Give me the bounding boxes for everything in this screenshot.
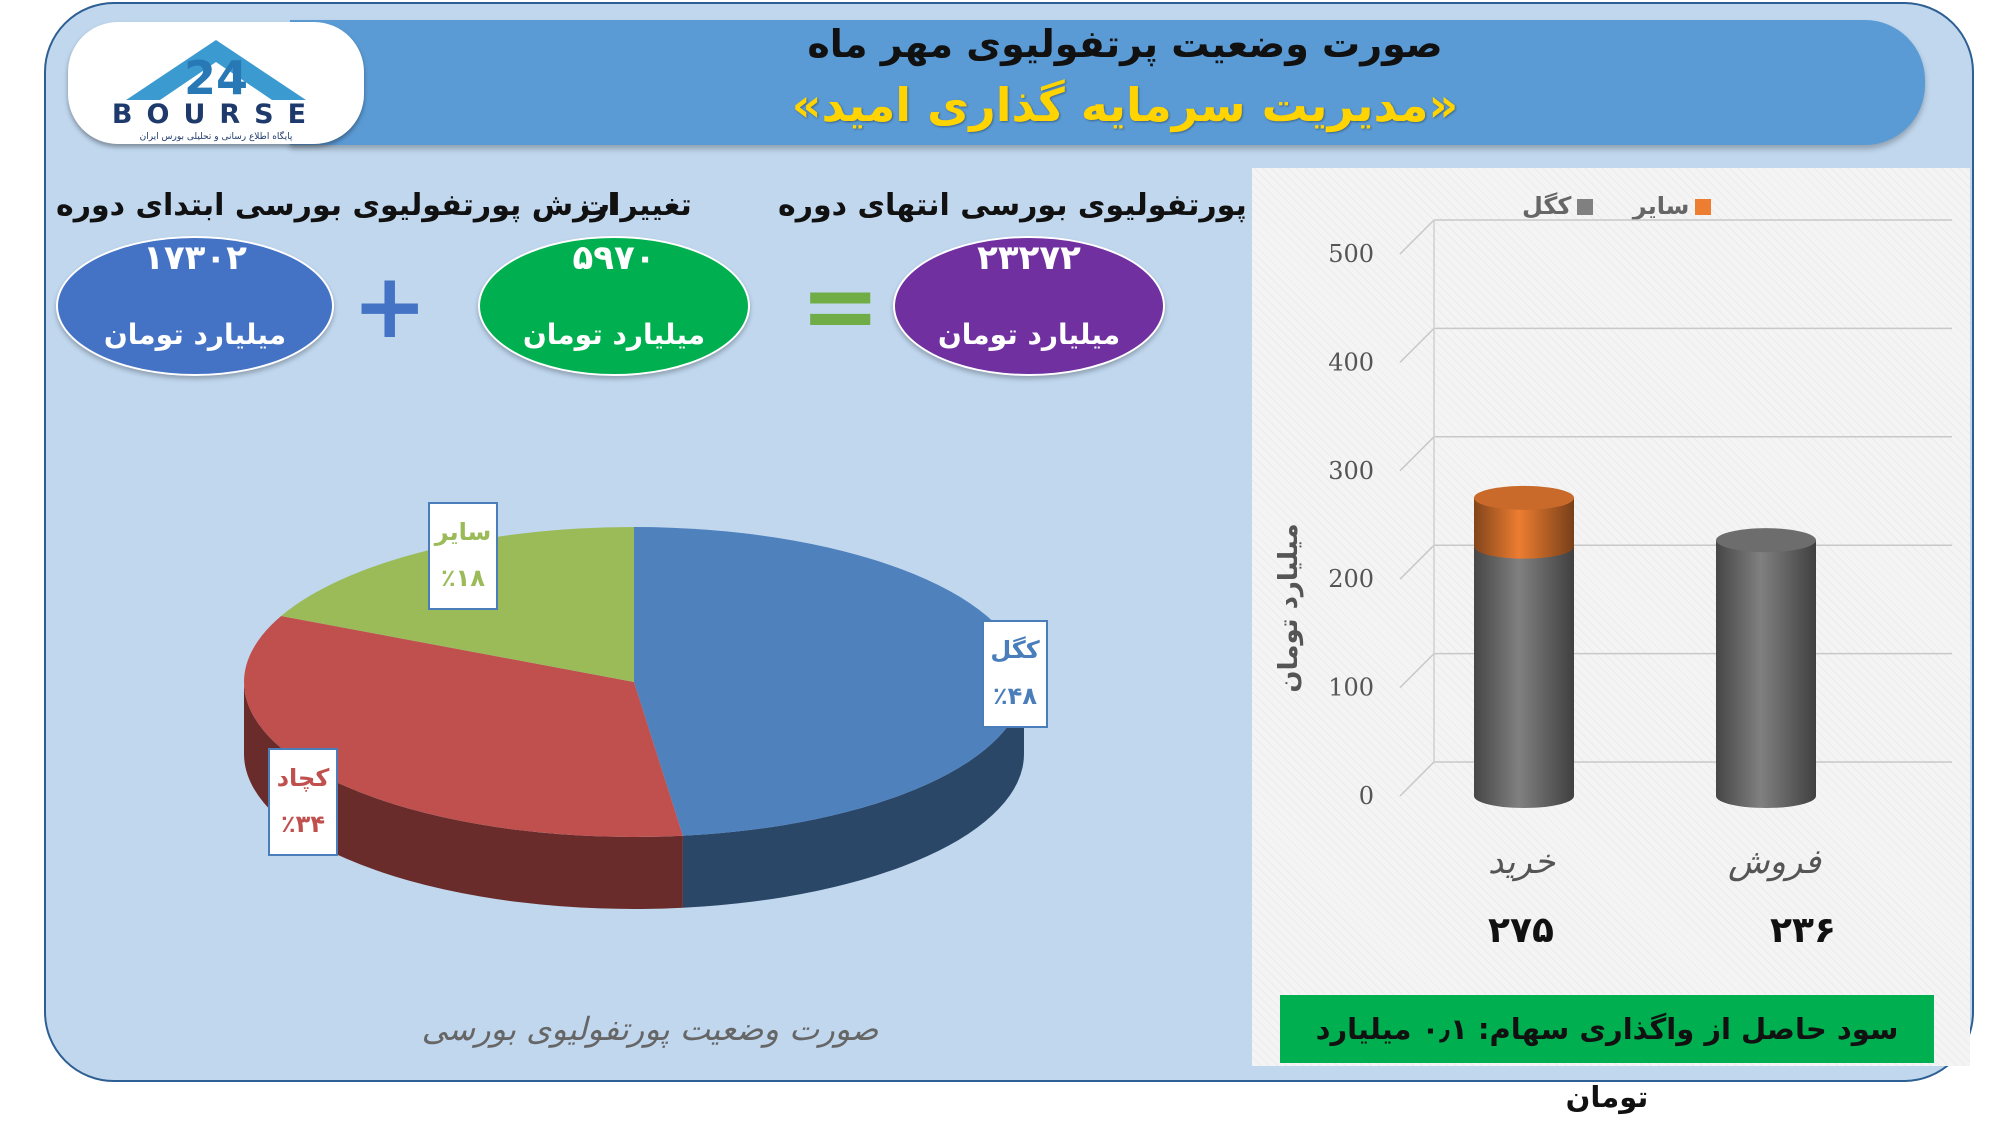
pie-slice (244, 616, 683, 837)
legend-item-kegel: کگل (1522, 192, 1599, 220)
gridline-diagonal (1399, 436, 1435, 472)
category-total-buy: ۲۷۵ (1488, 910, 1554, 951)
bar-chart-panel: سایر کگل (1252, 168, 1970, 1066)
gridline-diagonal (1399, 327, 1435, 363)
y-tick-label: 200 (1328, 565, 1374, 593)
y-axis-label: میلیارد تومان (1274, 523, 1304, 692)
gridline-diagonal (1399, 761, 1435, 797)
change-unit: میلیارد تومان (522, 318, 706, 351)
svg-text:24: 24 (184, 51, 248, 105)
header-band (290, 20, 1925, 145)
bar-cap (1474, 485, 1574, 510)
y-tick-label: 500 (1328, 240, 1374, 268)
pie-label-kechad: کچاد ٪۳۴ (268, 748, 338, 856)
y-tick-label: 100 (1328, 674, 1374, 702)
change-value: ۵۹۷۰ (572, 238, 656, 278)
page-subtitle: «مدیریت سرمایه گذاری امید» (791, 78, 1459, 132)
start-value-ellipse: ۱۷۳۰۲ میلیارد تومان (56, 236, 334, 376)
end-value-unit: میلیارد تومان (937, 318, 1121, 351)
change-ellipse: ۵۹۷۰ میلیارد تومان (478, 236, 750, 376)
bar-chart: 0 100 200 300 400 500 میلیارد تومان (1274, 219, 1952, 810)
plus-symbol: + (352, 254, 428, 359)
gridline-diagonal (1399, 219, 1435, 255)
gridline-diagonal (1399, 544, 1435, 580)
pie-label-percent: ٪۴۸ (993, 682, 1037, 710)
start-value: ۱۷۳۰۲ (143, 238, 247, 278)
end-value-ellipse: ۲۳۲۷۲ میلیارد تومان (893, 236, 1165, 376)
bar-segment (1716, 540, 1816, 808)
y-tick-label: 400 (1328, 348, 1374, 376)
logo-wordmark: BOURSE (111, 99, 321, 130)
pie-slice-side (682, 682, 1024, 908)
bar-segment (1474, 546, 1574, 808)
logo-caption: پایگاه اطلاع رسانی و تحلیلی بورس ایران (139, 132, 293, 142)
bar-cap (1716, 528, 1816, 553)
pie-label-name: سایر (434, 518, 492, 546)
legend-item-sayer: سایر (1633, 192, 1718, 220)
category-total-sell: ۲۳۶ (1770, 910, 1836, 951)
start-value-unit: میلیارد تومان (103, 318, 287, 351)
pie-label-name: کچاد (276, 764, 330, 792)
end-value-label: ارزش پورتفولیوی بورسی انتهای دوره (778, 188, 1344, 223)
pie-slice (634, 527, 1025, 836)
bar-segment (1474, 497, 1574, 559)
legend-label: کگل (1522, 192, 1572, 220)
legend-swatch-kegel (1577, 199, 1594, 215)
category-label-buy: خرید (1488, 842, 1556, 882)
pie-label-percent: ٪۳۴ (281, 810, 325, 838)
pie-label-name: کگل (990, 636, 1040, 664)
y-tick-label: 300 (1328, 457, 1374, 485)
change-label: تغییرات (580, 188, 692, 223)
pie-label-sayer: سایر ٪۱۸ (428, 502, 498, 610)
pie-caption: صورت وضعیت پورتفولیوی بورسی (421, 1010, 879, 1048)
legend-swatch-sayer (1695, 199, 1712, 215)
end-value: ۲۳۲۷۲ (977, 238, 1081, 278)
chart-legend: سایر کگل (1522, 192, 1717, 220)
start-value-label: ارزش پورتفولیوی بورسی ابتدای دوره (56, 188, 618, 223)
logo-mark-icon: 24 (126, 40, 306, 105)
logo: 24 BOURSE پایگاه اطلاع رسانی و تحلیلی بو… (68, 22, 364, 144)
legend-label: سایر (1632, 192, 1690, 220)
category-label-sell: فروش (1728, 842, 1821, 882)
pie-label-percent: ٪۱۸ (441, 564, 485, 592)
equals-symbol: = (800, 250, 881, 362)
chart-background (1252, 168, 1970, 1066)
y-tick-label: 0 (1359, 782, 1374, 810)
profit-note: سود حاصل از واگذاری سهام: ۰٫۱ میلیارد تو… (1280, 995, 1934, 1114)
gridline-diagonal (1399, 653, 1435, 689)
pie-slice-side (244, 682, 683, 909)
page-title: صورت وضعیت پرتفولیوی مهر ماه (807, 22, 1443, 66)
pie-label-kegel: کگل ٪۴۸ (982, 620, 1048, 728)
